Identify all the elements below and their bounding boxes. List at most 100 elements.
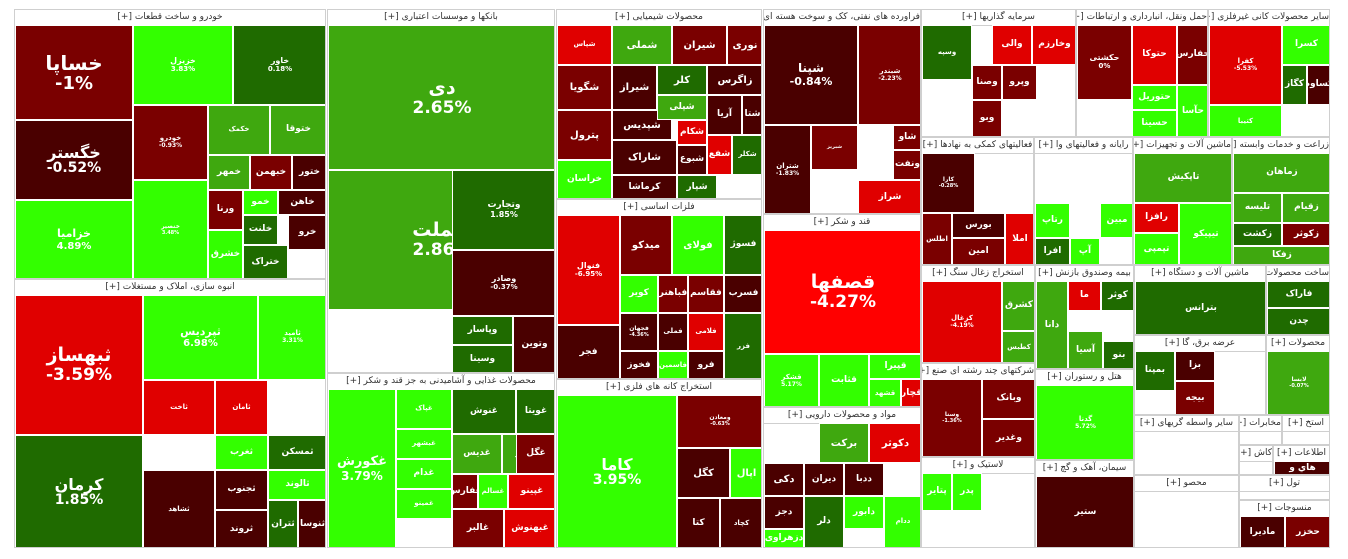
stock-tile[interactable]: خزامیا 4.89% — [15, 200, 133, 278]
stock-tile[interactable]: تپمپی — [1134, 233, 1179, 264]
stock-tile[interactable]: شپنا -0.84% — [764, 25, 858, 125]
stock-tile[interactable]: حکشتی 0% — [1077, 25, 1132, 100]
sector-7[interactable]: فراورده های نفتی، کک و سوخت هسته ای [+]ش… — [763, 9, 921, 214]
stock-tile[interactable]: املا — [1005, 213, 1033, 264]
stock-tile[interactable]: رافزا — [1134, 203, 1179, 233]
stock-tile[interactable]: ددام — [884, 496, 920, 547]
stock-tile[interactable]: غفارس — [452, 474, 478, 509]
sector-header[interactable]: فعالیتهای کمکی به نهادها [+] — [922, 138, 1033, 154]
sector-31[interactable]: کاش [+] — [1239, 445, 1273, 475]
stock-tile[interactable]: فاسمین — [658, 351, 688, 378]
stock-tile[interactable]: مادیرا — [1240, 516, 1285, 547]
sector-24[interactable]: محصولات [+] لابسا -0.07% — [1266, 335, 1330, 415]
sector-4[interactable]: محصولات شیمیایی [+] شگویا شملی شیران نوری شپا… — [556, 9, 762, 199]
stock-tile[interactable]: وتوین — [513, 316, 554, 372]
stock-tile[interactable]: شگویا — [557, 65, 612, 110]
stock-tile[interactable]: ما — [1068, 281, 1101, 311]
sector-2[interactable]: بانکها و موسسات اعتباری [+] دی 2.65% وبملت 2… — [327, 9, 555, 373]
stock-tile[interactable]: خاور 0.18% — [233, 25, 325, 105]
stock-tile[interactable]: حتوکا — [1132, 25, 1177, 85]
stock-tile[interactable]: غبشهر — [396, 429, 452, 459]
sector-25[interactable]: لاستیک و [+] پتایر پدر — [921, 457, 1035, 548]
stock-tile[interactable]: وغدیر — [982, 419, 1034, 456]
sector-13[interactable]: فعالیتهای کمکی به نهادها [+] بورس امین کارا… — [921, 137, 1034, 265]
stock-tile[interactable]: حفارس — [1177, 25, 1207, 85]
stock-tile[interactable]: خراسان — [557, 160, 612, 198]
stock-tile[interactable]: شپار — [677, 175, 717, 198]
stock-tile[interactable]: خزیزل 3.83% — [133, 25, 233, 105]
sector-header[interactable]: انبوه سازی، املاک و مستغلات [+] — [15, 280, 325, 296]
stock-tile[interactable]: ثپردیس 6.98% — [143, 295, 258, 380]
stock-tile[interactable]: کطبس — [1002, 331, 1034, 362]
sector-header[interactable]: عرضه برق، گا [+] — [1135, 336, 1265, 352]
stock-tile[interactable]: کشرق — [1002, 281, 1034, 331]
stock-tile[interactable]: پدر — [952, 473, 982, 511]
stock-tile[interactable]: تلیسه — [1233, 193, 1282, 223]
stock-tile[interactable]: برکت — [819, 423, 869, 463]
stock-tile[interactable]: اطلس — [922, 213, 952, 264]
stock-tile[interactable]: ختوقا — [270, 105, 325, 155]
stock-tile[interactable]: نوری — [727, 25, 761, 65]
sector-header[interactable]: ماشین آلات و تجهیزات [+] — [1134, 138, 1231, 154]
stock-tile[interactable]: خمو — [243, 190, 278, 215]
stock-tile[interactable]: وسپه — [922, 25, 972, 80]
stock-tile[interactable]: خنصیر 3.48% — [133, 180, 208, 278]
sector-34[interactable]: منسوجات [+] مادیرا حخزر — [1239, 500, 1330, 548]
sector-header[interactable]: استخ [+] — [1283, 416, 1329, 432]
sector-9[interactable]: مواد و محصولات دارویی [+] برکت دکوثر دکی دیر… — [763, 407, 921, 548]
stock-tile[interactable]: وسینا — [452, 345, 513, 372]
stock-tile[interactable]: غکورش 3.79% — [328, 389, 396, 547]
stock-tile[interactable]: قشهد — [869, 379, 901, 406]
stock-tile[interactable]: فنوال -6.95% — [557, 215, 620, 325]
stock-tile[interactable]: وبو — [972, 100, 1002, 136]
stock-tile[interactable]: کوثر — [1101, 281, 1133, 311]
stock-tile[interactable]: کسرا — [1282, 25, 1329, 65]
stock-tile[interactable]: زقیام — [1282, 193, 1329, 223]
sector-18[interactable]: بیمه وصندوق بازنش [+] کوثر ما دانا آسیا بنو — [1035, 265, 1134, 369]
stock-tile[interactable]: ثنوسا — [298, 500, 325, 547]
stock-tile[interactable]: فقاسم — [688, 275, 724, 313]
stock-tile[interactable]: فلامی — [688, 313, 724, 351]
stock-tile[interactable]: غسالم — [478, 474, 508, 509]
stock-tile[interactable]: کلر — [657, 65, 707, 95]
stock-tile[interactable]: کزغال -4.19% — [922, 281, 1002, 362]
sector-header[interactable]: محصولات غذایی و آشامیدنی به جز قند و شکر… — [328, 374, 554, 390]
sector-header[interactable]: رایانه و فعالیتهای وا [+] — [1035, 138, 1132, 154]
stock-tile[interactable]: کساوه — [1307, 65, 1329, 105]
stock-tile[interactable]: فرو — [688, 351, 724, 378]
sector-header[interactable]: ماشین آلات و دستگاه [+] — [1135, 266, 1265, 282]
stock-tile[interactable]: دیران — [804, 463, 844, 496]
stock-tile[interactable]: خساپا -1% — [15, 25, 133, 120]
sector-header[interactable]: زراعت و خدمات وابسته [+] — [1233, 138, 1329, 154]
stock-tile[interactable]: ونفت — [893, 150, 920, 180]
stock-tile[interactable]: حتوریل — [1132, 85, 1177, 110]
stock-tile[interactable]: دی 2.65% — [328, 25, 554, 170]
sector-17[interactable]: استخراج زغال سنگ [+] کزغال -4.19% کشرق کطبس — [921, 265, 1035, 363]
stock-tile[interactable]: فملی — [658, 313, 688, 351]
stock-tile[interactable]: پتایر — [922, 473, 952, 511]
stock-tile[interactable]: دکی — [764, 463, 804, 496]
sector-1[interactable]: انبوه سازی، املاک و مستغلات [+] ثبهساز -3.… — [14, 279, 326, 548]
stock-tile[interactable]: شبندر -2.23% — [858, 25, 920, 125]
stock-tile[interactable]: زکشت — [1233, 223, 1282, 246]
stock-tile[interactable]: قشکر 5.17% — [764, 354, 819, 406]
stock-tile[interactable]: بزا — [1175, 351, 1215, 381]
stock-tile[interactable]: لابسا -0.07% — [1267, 351, 1329, 414]
stock-tile[interactable]: ثامید 3.31% — [258, 295, 325, 380]
sector-header[interactable]: کاش [+] — [1240, 446, 1272, 462]
stock-tile[interactable]: ثغرب — [215, 435, 268, 470]
stock-tile[interactable]: شپلی — [657, 95, 707, 120]
stock-tile[interactable]: شکام — [677, 120, 707, 145]
stock-tile[interactable]: وبانک — [982, 379, 1034, 419]
sector-30[interactable]: محصو [+] — [1134, 475, 1239, 548]
stock-tile[interactable]: چدن — [1267, 308, 1329, 334]
sector-header[interactable]: سایر واسطه گریهای [+] — [1135, 416, 1238, 432]
stock-tile[interactable]: فسوژ — [724, 215, 761, 275]
sector-header[interactable]: محصو [+] — [1135, 476, 1238, 492]
stock-tile[interactable]: مبین — [1100, 203, 1132, 238]
stock-tile[interactable]: غدیس — [452, 434, 502, 474]
stock-tile[interactable]: ثمسکن — [268, 435, 325, 470]
sector-12[interactable]: سایر محصولات کانی غیرفلزی [+] کفرا -5.53% ک… — [1208, 9, 1330, 137]
stock-tile[interactable]: کتا — [677, 498, 720, 547]
stock-tile[interactable]: دکوثر — [869, 423, 920, 463]
